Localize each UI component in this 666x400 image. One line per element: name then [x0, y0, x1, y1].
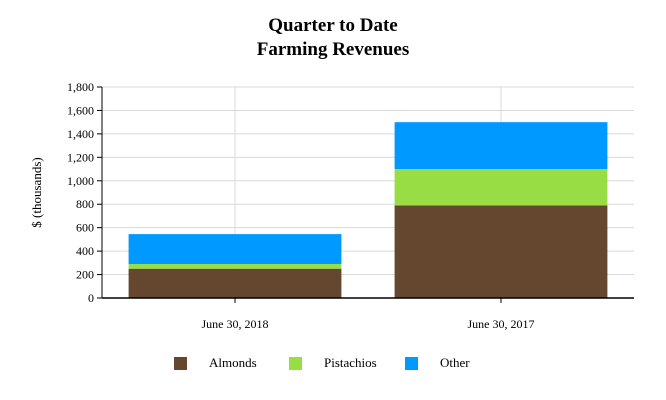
- y-tick-label: 600: [76, 221, 94, 235]
- legend-label: Pistachios: [324, 355, 377, 370]
- y-tick-label: 1,800: [67, 80, 94, 94]
- legend-swatch: [289, 356, 302, 370]
- legend-label: Other: [440, 355, 470, 370]
- legend-swatch: [174, 356, 187, 370]
- x-tick-label: June 30, 2017: [468, 317, 535, 331]
- legend-swatch: [405, 356, 418, 370]
- y-tick-label: 1,200: [67, 150, 94, 164]
- bar-almonds-1: [128, 268, 342, 298]
- chart-legend: Almonds Pistachios Other: [0, 355, 666, 375]
- legend-item-pistachios: Pistachios: [289, 355, 377, 371]
- y-tick-label: 200: [76, 268, 94, 282]
- bar-pistachios-1: [128, 264, 342, 269]
- y-tick-label: 400: [76, 244, 94, 258]
- legend-item-other: Other: [405, 355, 470, 371]
- chart-subtitle: Farming Revenues: [256, 39, 410, 60]
- x-tick-label: June 30, 2018: [202, 317, 269, 331]
- y-tick-label: 1,000: [67, 174, 94, 188]
- legend-item-almonds: Almonds: [174, 355, 257, 371]
- bar-pistachios-2: [394, 169, 608, 206]
- legend-label: Almonds: [209, 355, 257, 370]
- bar-almonds-2: [394, 205, 608, 298]
- y-tick-label: 1,400: [67, 127, 94, 141]
- bar-other-1: [128, 234, 342, 265]
- y-axis-label: $ (thousands): [29, 157, 44, 227]
- chart-title: Quarter to Date: [268, 15, 398, 36]
- y-tick-label: 0: [88, 291, 94, 305]
- y-tick-label: 800: [76, 197, 94, 211]
- bar-other-2: [394, 122, 608, 170]
- y-tick-label: 1,600: [67, 103, 94, 117]
